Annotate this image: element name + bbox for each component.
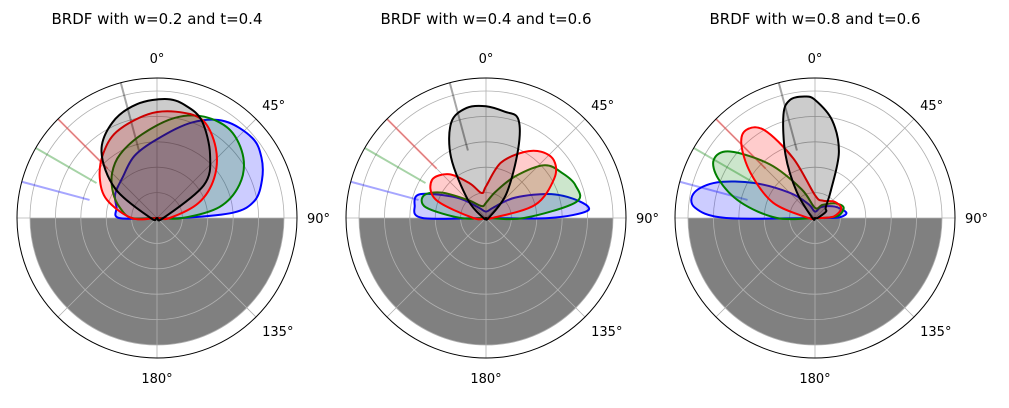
theta-grid-line — [485, 217, 586, 318]
polar-frame — [345, 77, 627, 359]
theta-tick-label: 90° — [965, 212, 988, 227]
theta-grid-line — [156, 118, 257, 219]
brdf-lobe — [110, 114, 245, 220]
theta-tick-label: 90° — [636, 212, 659, 227]
theta-grid-line — [715, 217, 816, 318]
brdf-lobe — [100, 98, 212, 222]
incident-direction-line — [364, 147, 427, 184]
polar-panel-1: 0° 45° 90° 135° 180° — [16, 52, 330, 387]
theta-tick-label: 135° — [591, 325, 622, 340]
theta-tick-label: 180° — [799, 372, 830, 387]
brdf-lobe — [782, 95, 840, 221]
brdf-lobe — [712, 150, 845, 221]
brdf-lobe — [740, 126, 843, 221]
panel-title-1: BRDF with w=0.2 and t=0.4 — [51, 10, 263, 28]
theta-grid-line — [715, 118, 816, 219]
theta-grid-line — [156, 217, 257, 318]
theta-tick-label: 45° — [591, 99, 614, 114]
brdf-lobe — [98, 110, 218, 221]
theta-grid-line — [814, 217, 915, 318]
theta-tick-label: 90° — [307, 212, 330, 227]
incident-direction-line — [693, 147, 756, 184]
theta-tick-label: 45° — [920, 99, 943, 114]
incident-direction-line — [57, 118, 109, 170]
panel-title-2: BRDF with w=0.4 and t=0.6 — [380, 10, 592, 28]
panel-title-3: BRDF with w=0.8 and t=0.6 — [709, 10, 921, 28]
theta-tick-label: 45° — [262, 99, 285, 114]
brdf-lobe — [429, 149, 558, 221]
theta-tick-label: 0° — [808, 52, 823, 67]
theta-grid-line — [57, 217, 158, 318]
incident-direction-line — [386, 118, 438, 170]
polar-frame — [16, 77, 298, 359]
incident-direction-line — [777, 82, 798, 151]
theta-grid-line — [386, 217, 487, 318]
theta-tick-label: 0° — [150, 52, 165, 67]
incident-direction-line — [679, 180, 748, 201]
incident-direction-line — [35, 147, 98, 184]
theta-grid-line — [57, 118, 158, 219]
brdf-lobe — [420, 164, 582, 221]
incident-direction-line — [21, 180, 90, 201]
theta-tick-label: 180° — [470, 372, 501, 387]
incident-direction-line — [350, 180, 419, 201]
incident-direction-line — [448, 82, 469, 151]
theta-tick-label: 135° — [920, 325, 951, 340]
theta-tick-label: 135° — [262, 325, 293, 340]
polar-panel-3: 0° 45° 90° 135° 180° — [674, 52, 988, 387]
theta-tick-label: 0° — [479, 52, 494, 67]
polar-panel-2: 0° 45° 90° 135° 180° — [345, 52, 659, 387]
polar-frame — [674, 77, 956, 359]
brdf-lobe — [448, 104, 521, 221]
theta-tick-label: 180° — [141, 372, 172, 387]
